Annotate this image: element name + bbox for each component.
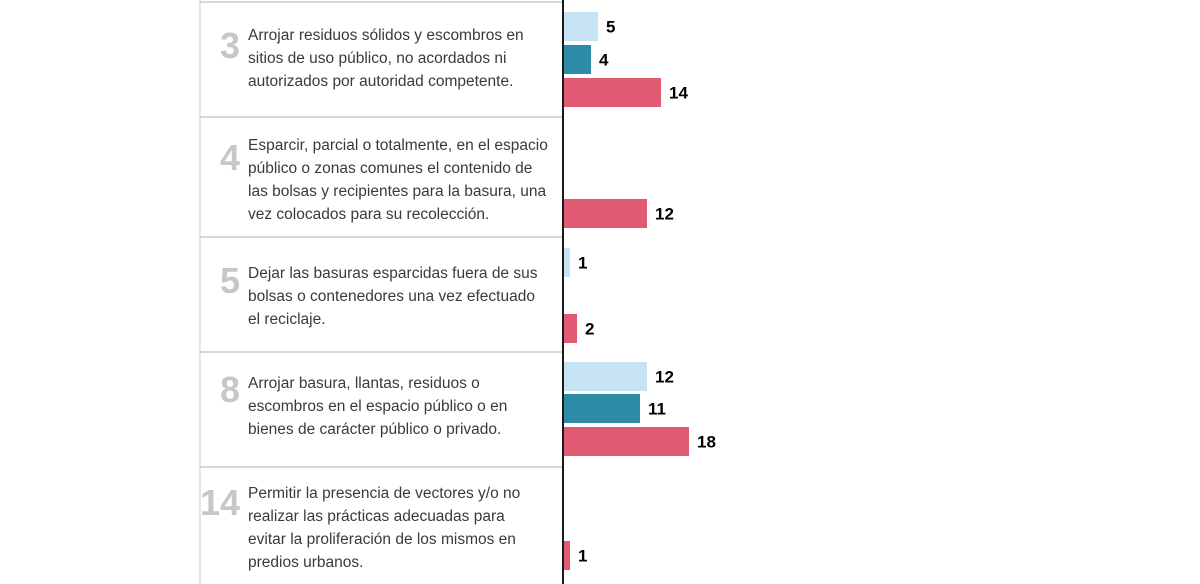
bar-value-label: 12 bbox=[655, 205, 674, 224]
bar-value-label: 14 bbox=[669, 84, 688, 103]
category-description-line: Dejar las basuras esparcidas fuera de su… bbox=[248, 265, 538, 282]
category-description-line: escombros en el espacio público o en bbox=[248, 398, 507, 415]
category-number: 8 bbox=[220, 369, 240, 410]
category-description-line: Arrojar basura, llantas, residuos o bbox=[248, 375, 480, 392]
bar-value-label: 1 bbox=[578, 547, 587, 566]
bar-value-label: 1 bbox=[578, 254, 587, 273]
category-description-line: bolsas o contenedores una vez efectuado bbox=[248, 288, 535, 305]
category-description-line: público o zonas comunes el contenido de bbox=[248, 160, 532, 177]
category-description-line: Arrojar residuos sólidos y escombros en bbox=[248, 27, 524, 44]
bar-series-3 bbox=[563, 427, 689, 456]
bar-value-label: 2 bbox=[585, 320, 594, 339]
bar-series-3 bbox=[563, 78, 661, 107]
bar-series-3 bbox=[563, 199, 647, 228]
bar-value-label: 12 bbox=[655, 368, 674, 387]
category-number: 3 bbox=[220, 25, 240, 66]
category-description-line: las bolsas y recipientes para la basura,… bbox=[248, 183, 546, 200]
category-number: 5 bbox=[220, 260, 240, 301]
category-number: 14 bbox=[200, 482, 240, 523]
category-description-line: autorizados por autoridad competente. bbox=[248, 73, 513, 90]
category-description-line: bienes de carácter público o privado. bbox=[248, 421, 501, 438]
bar-series-2 bbox=[563, 45, 591, 74]
category-description-line: vez colocados para su recolección. bbox=[248, 206, 489, 223]
category-description-line: el reciclaje. bbox=[248, 311, 326, 328]
bar-series-1 bbox=[563, 248, 570, 277]
category-number: 4 bbox=[220, 137, 240, 178]
category-description-line: sitios de uso público, no acordados ni bbox=[248, 50, 507, 67]
bar-series-2 bbox=[563, 394, 640, 423]
category-description-line: realizar las prácticas adecuadas para bbox=[248, 508, 505, 525]
bar-series-3 bbox=[563, 314, 577, 343]
bar-value-label: 4 bbox=[599, 51, 609, 70]
bar-series-3 bbox=[563, 541, 570, 570]
bar-series-1 bbox=[563, 12, 598, 41]
category-description-line: evitar la proliferación de los mismos en bbox=[248, 531, 516, 548]
category-description-line: Esparcir, parcial o totalmente, en el es… bbox=[248, 137, 548, 154]
bar-value-label: 18 bbox=[697, 433, 716, 452]
bar-value-label: 5 bbox=[606, 18, 615, 37]
bar-series-1 bbox=[563, 362, 647, 391]
bar-value-label: 11 bbox=[648, 400, 666, 419]
category-description-line: predios urbanos. bbox=[248, 554, 363, 571]
category-description-line: Permitir la presencia de vectores y/o no bbox=[248, 485, 520, 502]
